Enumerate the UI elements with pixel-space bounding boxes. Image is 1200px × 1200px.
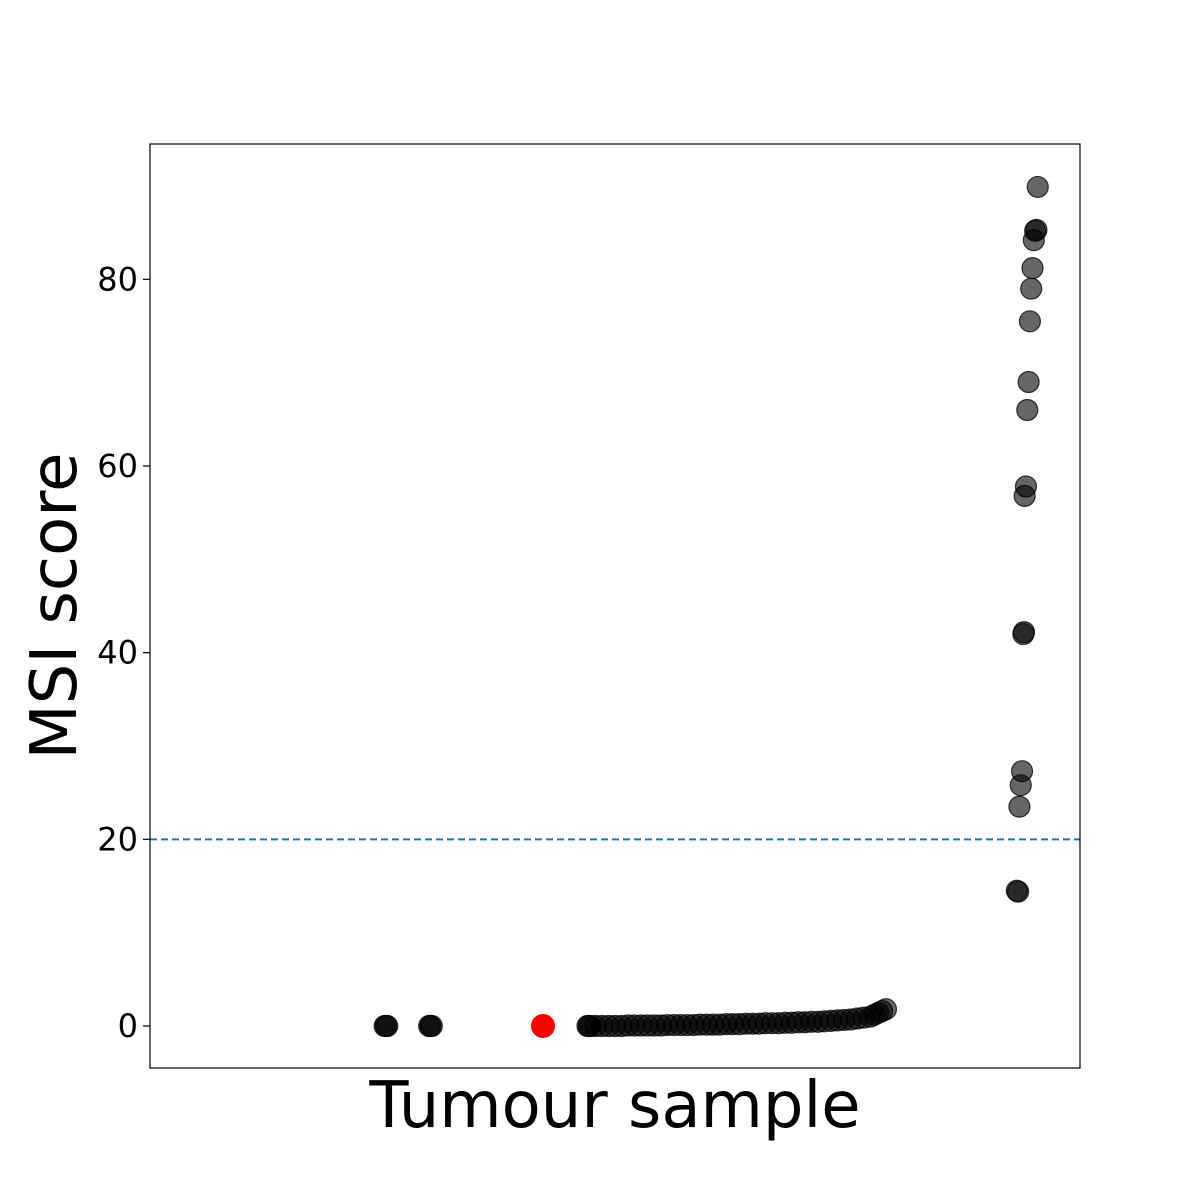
data-point — [1016, 398, 1039, 422]
y-tick-label: 40 — [97, 634, 138, 672]
data-point — [874, 998, 898, 1021]
data-point — [1026, 175, 1049, 199]
x-axis-label: Tumour sample — [368, 1069, 860, 1143]
data-point — [1021, 257, 1044, 280]
data-point — [1017, 370, 1040, 394]
data-point — [1007, 880, 1030, 903]
data-point — [1012, 621, 1036, 644]
y-axis-ticks: 0 20 40 60 80 — [97, 260, 150, 1045]
y-tick-label: 0 — [118, 1007, 138, 1045]
data-point — [1025, 218, 1048, 241]
y-tick-label: 80 — [97, 260, 138, 298]
data-point — [1010, 760, 1034, 783]
data-point — [420, 1014, 443, 1038]
plot-frame — [149, 143, 1081, 1069]
data-point — [1008, 795, 1031, 818]
data-point — [1014, 475, 1038, 498]
data-point — [1018, 310, 1041, 333]
data-point — [1020, 277, 1043, 300]
y-axis-label: MSI score — [18, 452, 92, 759]
data-points — [373, 175, 1049, 1038]
y-tick-label: 60 — [97, 447, 138, 485]
highlighted-sample-point — [531, 1014, 556, 1038]
y-tick-label: 20 — [97, 820, 138, 858]
plot-area — [150, 144, 1080, 1068]
data-point — [376, 1014, 399, 1038]
